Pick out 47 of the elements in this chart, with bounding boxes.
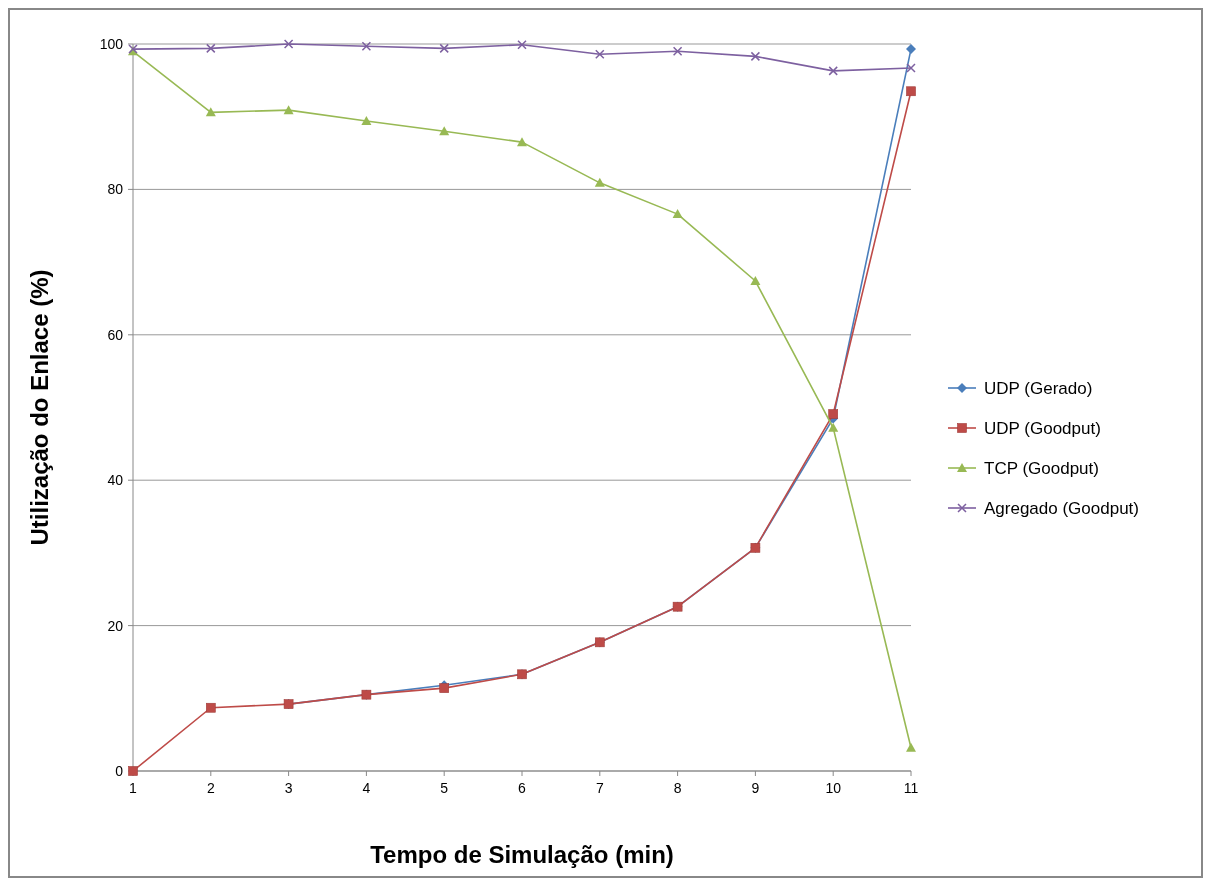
point: [750, 276, 761, 285]
y-tick-label: 100: [99, 35, 124, 52]
point: [828, 422, 839, 432]
point: [828, 66, 838, 76]
y-tick-label: 80: [107, 181, 124, 198]
point: [828, 409, 838, 419]
point: [672, 46, 683, 57]
x-tick-label: 8: [673, 780, 682, 796]
x-tick-label: 1: [129, 780, 138, 796]
x-tick-label: 7: [595, 780, 604, 796]
legend-label: UDP (Goodput): [984, 418, 1101, 438]
x-tick-label: 9: [751, 780, 760, 796]
x-tick-label: 10: [825, 780, 842, 796]
point: [594, 177, 605, 187]
point: [283, 105, 294, 115]
y-tick-label: 0: [115, 762, 124, 779]
point: [517, 39, 527, 50]
y-axis-title: Utilização do Enlace (%): [26, 269, 53, 546]
legend-label: UDP (Gerado): [984, 378, 1093, 398]
point: [361, 41, 372, 51]
point: [206, 702, 216, 713]
x-tick-label: 4: [362, 780, 371, 796]
point: [595, 49, 605, 59]
point: [906, 742, 916, 752]
point: [750, 51, 761, 62]
point: [672, 209, 683, 219]
x-tick-label: 5: [440, 780, 449, 796]
point: [517, 137, 527, 147]
x-tick-label: 6: [518, 780, 527, 796]
point: [361, 116, 372, 126]
point: [205, 107, 216, 117]
x-axis-title: Tempo de Simulação (min): [370, 841, 674, 868]
point: [439, 126, 450, 136]
y-tick-label: 60: [107, 326, 124, 343]
point: [439, 43, 449, 54]
y-tick-label: 20: [107, 617, 124, 634]
x-tick-label: 3: [284, 780, 293, 796]
point: [906, 63, 916, 73]
y-tick-label: 40: [107, 472, 124, 489]
point: [906, 44, 916, 55]
x-tick-label: 11: [903, 780, 919, 796]
legend-label: TCP (Goodput): [984, 458, 1099, 478]
point: [206, 43, 216, 54]
point: [283, 39, 294, 49]
x-tick-label: 2: [206, 780, 215, 796]
legend-label: Agregado (Goodput): [984, 498, 1139, 518]
point: [906, 86, 916, 97]
